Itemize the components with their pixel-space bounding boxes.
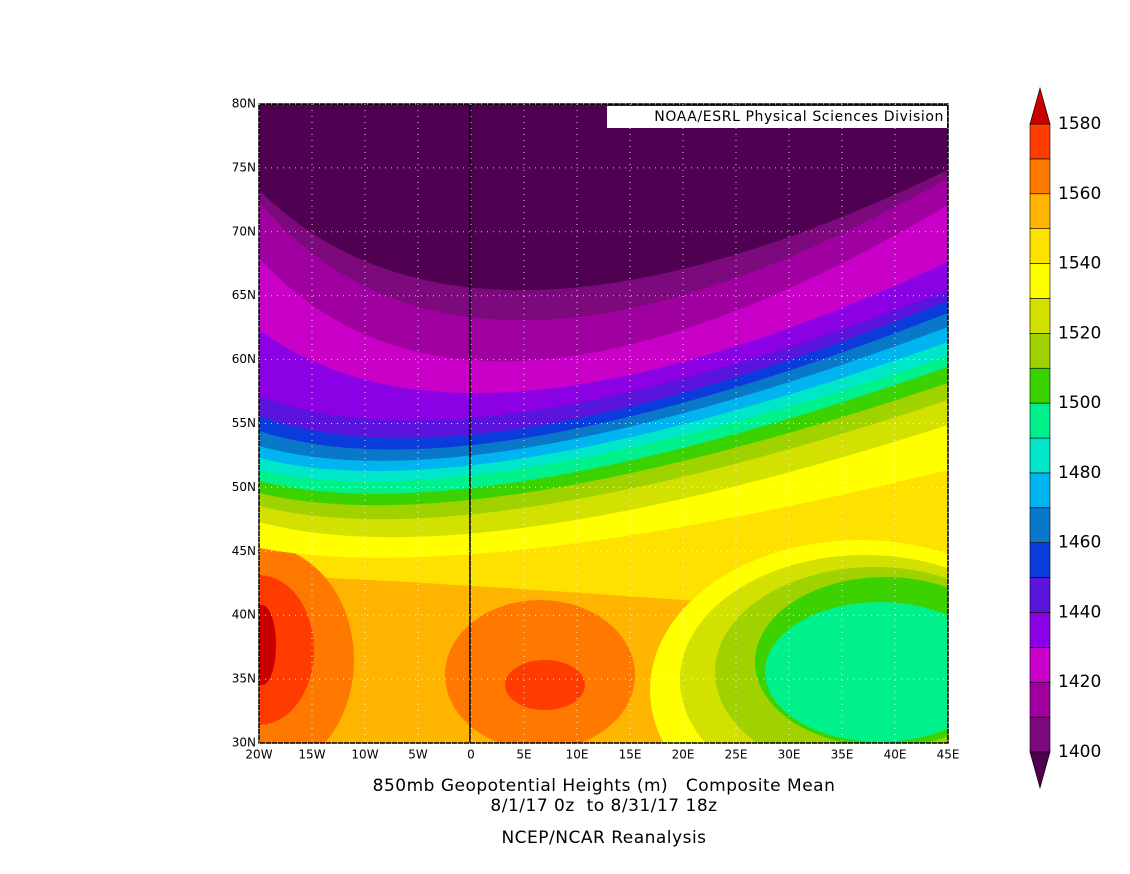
colorbar-box <box>1029 507 1051 543</box>
title: 850mb Geopotential Heights (m) Composite… <box>373 776 836 796</box>
x-tick-label: 10E <box>566 748 589 762</box>
band <box>505 660 585 710</box>
x-tick-label: 25E <box>725 748 748 762</box>
colorbar-box <box>1029 193 1051 229</box>
subtitle: 8/1/17 0z to 8/31/17 18z <box>490 796 717 816</box>
x-tick-label: 45E <box>937 748 960 762</box>
colorbar-box <box>1029 228 1051 264</box>
colorbar-label: 1560 <box>1058 184 1101 204</box>
x-tick-label: 10W <box>351 748 378 762</box>
x-tick-label: 20E <box>672 748 695 762</box>
colorbar-box <box>1029 123 1051 160</box>
colorbar-label: 1480 <box>1058 463 1101 483</box>
x-tick-label: 40E <box>884 748 907 762</box>
x-tick-label: 35E <box>831 748 854 762</box>
colorbar-label: 1580 <box>1058 114 1101 134</box>
colorbar-label: 1520 <box>1058 323 1101 343</box>
x-tick-label: 15E <box>619 748 642 762</box>
colorbar-box <box>1029 298 1051 334</box>
y-tick-label: 70N <box>232 224 256 238</box>
y-tick-label: 55N <box>232 416 256 430</box>
band <box>259 605 276 685</box>
colorbar-box <box>1029 716 1051 753</box>
y-tick-label: 40N <box>232 608 256 622</box>
y-tick-label: 45N <box>232 544 256 558</box>
colorbar-box <box>1029 542 1051 578</box>
band <box>259 104 948 291</box>
y-tick-label: 50N <box>232 480 256 494</box>
source: NCEP/NCAR Reanalysis <box>501 828 706 848</box>
colorbar-label: 1420 <box>1058 672 1101 692</box>
colorbar-label: 1500 <box>1058 393 1101 413</box>
colorbar-label: 1400 <box>1058 742 1101 762</box>
colorbar-label: 1440 <box>1058 602 1101 622</box>
colorbar-label: 1460 <box>1058 533 1101 553</box>
colorbar-under <box>1029 751 1051 790</box>
band <box>765 602 948 742</box>
colorbar-box <box>1029 158 1051 195</box>
colorbar-label: 1540 <box>1058 254 1101 274</box>
credit-box <box>607 106 947 128</box>
x-tick-label: 5W <box>408 748 428 762</box>
x-tick-label: 5E <box>516 748 531 762</box>
colorbar-box <box>1029 681 1051 718</box>
colorbar-box <box>1029 577 1051 613</box>
height-field <box>259 104 948 743</box>
x-tick-label: 30E <box>778 748 801 762</box>
colorbar-box <box>1029 647 1051 683</box>
colorbar-over <box>1029 86 1051 125</box>
x-tick-label: 20W <box>245 748 272 762</box>
y-tick-label: 80N <box>232 97 256 111</box>
y-tick-label: 60N <box>232 352 256 366</box>
colorbar-box <box>1029 612 1051 648</box>
x-tick-label: 0 <box>467 748 475 762</box>
colorbar-box <box>1029 263 1051 299</box>
colorbar-box <box>1029 333 1051 369</box>
band <box>259 575 314 725</box>
colorbar-box <box>1029 472 1051 509</box>
y-tick-label: 35N <box>232 672 256 686</box>
colorbar-box <box>1029 402 1051 439</box>
y-tick-label: 75N <box>232 160 256 174</box>
y-tick-label: 65N <box>232 288 256 302</box>
credit: NOAA/ESRL Physical Sciences Division <box>654 109 944 125</box>
colorbar-box <box>1029 367 1051 404</box>
y-tick-label: 30N <box>232 736 256 750</box>
colorbar-box <box>1029 437 1051 474</box>
x-tick-label: 15W <box>298 748 325 762</box>
